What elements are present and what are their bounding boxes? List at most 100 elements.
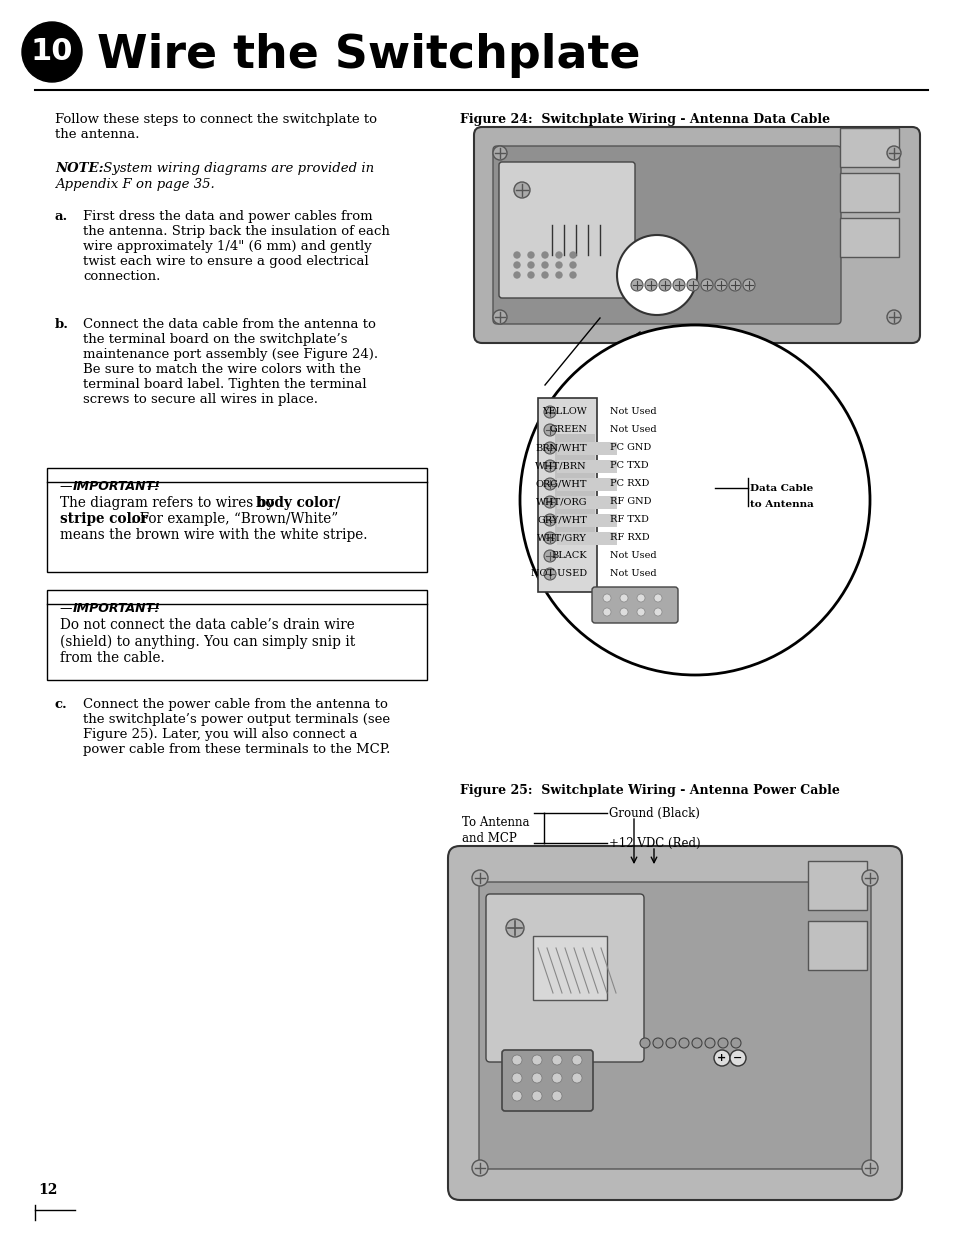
Text: PC GND: PC GND	[609, 443, 651, 452]
Circle shape	[644, 279, 657, 291]
Circle shape	[679, 1037, 688, 1049]
Circle shape	[713, 1050, 729, 1066]
Text: System wiring diagrams are provided in: System wiring diagrams are provided in	[99, 162, 374, 175]
Circle shape	[493, 146, 506, 161]
Circle shape	[619, 594, 627, 601]
Circle shape	[532, 1073, 541, 1083]
Circle shape	[527, 252, 534, 258]
FancyBboxPatch shape	[555, 433, 595, 542]
Text: First dress the data and power cables from
the antenna. Strip back the insulatio: First dress the data and power cables fr…	[83, 210, 390, 283]
Circle shape	[22, 22, 82, 82]
Circle shape	[718, 1037, 727, 1049]
FancyBboxPatch shape	[840, 128, 898, 167]
Circle shape	[543, 568, 556, 580]
Text: means the brown wire with the white stripe.: means the brown wire with the white stri…	[60, 529, 367, 542]
FancyBboxPatch shape	[474, 127, 919, 343]
FancyBboxPatch shape	[493, 146, 841, 324]
Circle shape	[552, 1055, 561, 1065]
Circle shape	[543, 459, 556, 472]
Circle shape	[569, 272, 576, 278]
Circle shape	[686, 279, 699, 291]
FancyBboxPatch shape	[557, 459, 617, 473]
Circle shape	[704, 1037, 714, 1049]
Circle shape	[602, 608, 610, 616]
Text: WHT/BRN: WHT/BRN	[535, 462, 586, 471]
Text: stripe color: stripe color	[60, 513, 148, 526]
Circle shape	[532, 1055, 541, 1065]
Circle shape	[862, 869, 877, 885]
Text: Data Cable: Data Cable	[749, 484, 812, 493]
Circle shape	[527, 272, 534, 278]
Text: Not Used: Not Used	[609, 426, 656, 435]
Circle shape	[637, 608, 644, 616]
FancyBboxPatch shape	[47, 590, 427, 680]
FancyBboxPatch shape	[485, 894, 643, 1062]
FancyBboxPatch shape	[557, 514, 617, 527]
Circle shape	[472, 869, 488, 885]
Circle shape	[569, 262, 576, 268]
Circle shape	[729, 1050, 745, 1066]
FancyBboxPatch shape	[840, 219, 898, 257]
Circle shape	[527, 262, 534, 268]
Circle shape	[541, 252, 547, 258]
FancyBboxPatch shape	[557, 478, 617, 492]
Circle shape	[505, 919, 523, 937]
Circle shape	[543, 550, 556, 562]
Circle shape	[652, 1037, 662, 1049]
FancyBboxPatch shape	[448, 846, 901, 1200]
Circle shape	[572, 1073, 581, 1083]
Circle shape	[543, 406, 556, 417]
Circle shape	[569, 252, 576, 258]
Text: b.: b.	[55, 317, 69, 331]
Circle shape	[552, 1091, 561, 1100]
Text: Figure 25:  Switchplate Wiring - Antenna Power Cable: Figure 25: Switchplate Wiring - Antenna …	[459, 784, 839, 797]
Circle shape	[619, 608, 627, 616]
Circle shape	[556, 262, 561, 268]
Circle shape	[637, 594, 644, 601]
Circle shape	[691, 1037, 701, 1049]
Circle shape	[543, 496, 556, 508]
Text: Wire the Switchplate: Wire the Switchplate	[97, 32, 639, 78]
Text: +: +	[717, 1053, 726, 1063]
Text: body color/: body color/	[255, 496, 340, 510]
Text: PC RXD: PC RXD	[609, 479, 649, 489]
Text: 12: 12	[38, 1183, 57, 1197]
Text: GRY/WHT: GRY/WHT	[537, 515, 586, 525]
Text: The diagram refers to wires by: The diagram refers to wires by	[60, 496, 278, 510]
FancyBboxPatch shape	[498, 162, 635, 298]
Text: PC TXD: PC TXD	[609, 462, 648, 471]
Circle shape	[543, 532, 556, 543]
Text: —: —	[60, 601, 76, 615]
Circle shape	[541, 262, 547, 268]
FancyBboxPatch shape	[592, 587, 678, 622]
Circle shape	[514, 272, 519, 278]
Circle shape	[493, 310, 506, 324]
Text: +12 VDC (Red): +12 VDC (Red)	[608, 836, 700, 850]
Circle shape	[654, 594, 661, 601]
Circle shape	[556, 252, 561, 258]
Circle shape	[532, 1091, 541, 1100]
Text: a.: a.	[55, 210, 69, 224]
Text: Figure 24:  Switchplate Wiring - Antenna Data Cable: Figure 24: Switchplate Wiring - Antenna …	[459, 112, 829, 126]
Text: Not Used: Not Used	[609, 569, 656, 578]
Circle shape	[659, 279, 670, 291]
FancyBboxPatch shape	[807, 921, 866, 969]
Text: Ground (Black): Ground (Black)	[608, 806, 700, 820]
Text: —: —	[60, 480, 76, 493]
Text: GREEN: GREEN	[549, 426, 586, 435]
Text: WHT/ORG: WHT/ORG	[535, 498, 586, 506]
Text: RF GND: RF GND	[609, 498, 651, 506]
Circle shape	[672, 279, 684, 291]
Circle shape	[543, 442, 556, 454]
Text: . For example, “Brown/White”: . For example, “Brown/White”	[131, 513, 338, 526]
Circle shape	[472, 1160, 488, 1176]
Text: IMPORTANT!: IMPORTANT!	[73, 601, 161, 615]
Circle shape	[714, 279, 726, 291]
Circle shape	[742, 279, 754, 291]
Text: NOT USED: NOT USED	[530, 569, 586, 578]
Circle shape	[654, 608, 661, 616]
FancyBboxPatch shape	[533, 936, 606, 1000]
Circle shape	[886, 146, 900, 161]
Circle shape	[602, 594, 610, 601]
Circle shape	[728, 279, 740, 291]
